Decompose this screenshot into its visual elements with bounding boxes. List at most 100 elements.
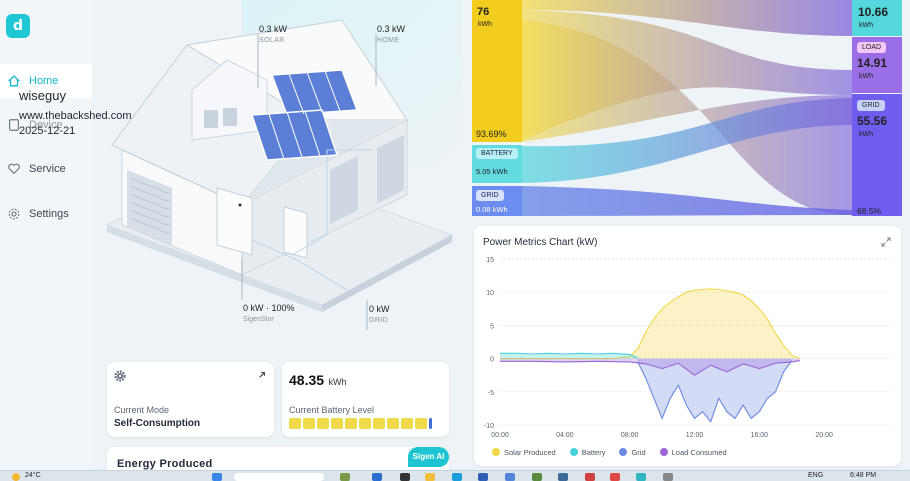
taskbar-app-icon[interactable] [478, 473, 488, 481]
sidebar-item-settings[interactable]: Settings [0, 197, 92, 231]
legend-swatch [659, 448, 668, 456]
watermark-site: www.thebackshed.com [19, 110, 132, 122]
clock[interactable]: 6:48 PM [850, 472, 877, 479]
x-tick-label: 08:00 [621, 432, 639, 439]
folder-icon[interactable] [425, 473, 435, 481]
windows-start-icon[interactable] [212, 473, 222, 481]
series-area [500, 288, 800, 359]
series-line [500, 360, 800, 376]
y-tick-label: -5 [488, 390, 494, 397]
taskbar-app-icon[interactable] [663, 473, 673, 481]
sigenstor-label: SigenStor [243, 316, 274, 323]
taskbar-app-icon[interactable] [585, 473, 595, 481]
series-area [637, 358, 792, 422]
weather-icon [12, 473, 20, 481]
home-readout: 0.3 kW HOME [377, 24, 405, 44]
energy-produced-title: Energy Produced [117, 458, 213, 470]
heart-hand-icon [8, 163, 20, 175]
taskbar-app-icon[interactable] [532, 473, 542, 481]
battery-level-segment [401, 418, 413, 429]
taskbar-app-icon[interactable] [452, 473, 462, 481]
sidebar-item-device[interactable]: Device [0, 108, 92, 142]
taskbar-app-icon[interactable] [340, 473, 350, 481]
series-line [500, 352, 639, 359]
sankey-drawing [472, 0, 902, 216]
home-label: HOME [377, 37, 400, 44]
gear-icon[interactable] [114, 370, 126, 382]
language-indicator[interactable]: ENG [808, 472, 824, 479]
home-icon [8, 75, 20, 87]
legend-item[interactable]: Load Consumed [659, 448, 727, 457]
home-power-value: 0.3 kW [377, 24, 406, 34]
taskbar-app-icon[interactable] [636, 473, 646, 481]
grid-readout: 0 kW GRID [369, 304, 390, 324]
taskbar-app-icon[interactable] [372, 473, 382, 481]
legend-item[interactable]: Solar Produced [492, 448, 556, 457]
grid-out-value: 55.56 [857, 114, 888, 128]
y-tick-label: 15 [486, 257, 494, 264]
solar-node-pct: 93.69% [476, 129, 507, 139]
current-mode-card[interactable]: Current Mode Self-Consumption [107, 362, 274, 437]
battery-level-label: Current Battery Level [289, 405, 375, 415]
sigen-ai-button[interactable]: Sigen AI [408, 447, 449, 467]
taskbar-app-icon[interactable] [505, 473, 515, 481]
taskbar-app-icon[interactable] [610, 473, 620, 481]
x-tick-label: 16:00 [751, 432, 769, 439]
series-line [500, 288, 801, 360]
grid-label: GRID [369, 317, 389, 324]
solar-readout: 0.3 kW SOLAR [259, 24, 287, 44]
power-chart-svg: 15 10 5 0 -5 -10 00:00 04:00 08:00 12:00 16:00 20:0… [484, 257, 889, 439]
battery-level-bar [289, 418, 432, 429]
solar-label: SOLAR [259, 37, 285, 44]
sidebar-item-label: Home [29, 75, 59, 87]
legend-label: Battery [581, 448, 606, 457]
arrow-up-right-icon[interactable] [258, 371, 266, 379]
taskbar-app-icon[interactable] [400, 473, 410, 481]
sigenstor-readout: 0 kW · 100% SigenStor [243, 303, 295, 323]
sidebar-item-label: Settings [29, 208, 69, 220]
battery-out-value: 10.66 [858, 5, 889, 19]
expand-icon[interactable] [881, 237, 891, 247]
x-tick-label: 12:00 [686, 432, 704, 439]
y-tick-label: 5 [490, 323, 494, 330]
legend-label: Grid [631, 448, 646, 457]
y-tick-label: -10 [484, 423, 494, 430]
app-logo-icon[interactable]: d [6, 14, 30, 38]
chart-title: Power Metrics Chart (kW) [483, 237, 598, 248]
battery-out-unit: kWh [859, 22, 873, 29]
grid-out-pct: 68.5% [857, 206, 882, 216]
battery-level-segment [359, 418, 371, 429]
battery-in-value: 5.05 kWh [476, 167, 508, 176]
legend-label: Load Consumed [671, 448, 727, 457]
grid-power-value: 0 kW [369, 304, 390, 314]
legend-swatch [619, 448, 628, 456]
x-tick-label: 20:00 [815, 432, 833, 439]
mode-value: Self-Consumption [114, 418, 201, 429]
grid-out-unit: kWh [859, 131, 873, 138]
legend-item[interactable]: Battery [569, 448, 606, 457]
sidebar-item-label: Service [29, 163, 66, 175]
series-area [500, 353, 638, 359]
load-value: 14.91 [857, 56, 888, 70]
x-tick-label: 04:00 [556, 432, 574, 439]
sigenstor-power-value: 0 kW · 100% [243, 303, 295, 313]
sidebar-item-home[interactable]: Home [0, 64, 92, 98]
legend-swatch [492, 448, 500, 456]
search-box[interactable] [234, 473, 324, 481]
battery-level-segment [303, 418, 315, 429]
watermark-date: 2025-12-21 [19, 125, 76, 137]
sidebar-item-service[interactable]: Service [0, 152, 92, 186]
x-tick-label: 00:00 [491, 432, 509, 439]
battery-level-segment [289, 418, 301, 429]
weather-temp: 24°C [25, 472, 41, 479]
battery-level-segment [415, 418, 427, 429]
series-line [637, 360, 793, 423]
load-badge: LOAD [857, 42, 887, 53]
legend-item[interactable]: Grid [619, 448, 646, 457]
legend-swatch [569, 448, 578, 456]
mode-label: Current Mode [114, 405, 170, 415]
battery-level-segment [331, 418, 343, 429]
y-tick-label: 0 [490, 357, 494, 364]
grid-in-value: 0.08 kWh [476, 205, 508, 214]
taskbar-app-icon[interactable] [558, 473, 568, 481]
